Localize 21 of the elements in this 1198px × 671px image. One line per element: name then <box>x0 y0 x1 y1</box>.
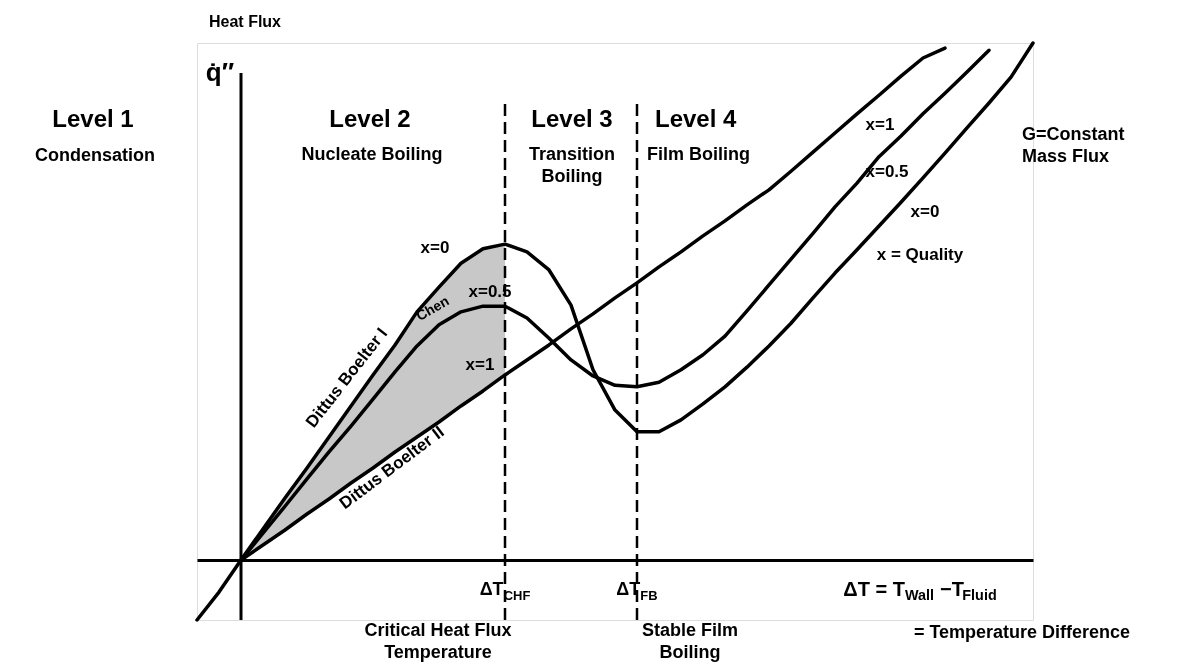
annotation: Level 4 <box>655 105 738 132</box>
annotation: Level 2 <box>329 105 411 132</box>
annotation: x=0 <box>420 238 450 257</box>
annotation: x=1 <box>465 355 495 374</box>
annotation: Film Boiling <box>647 144 750 164</box>
text: Condensation <box>35 145 155 165</box>
series-label: x=1 <box>865 115 895 134</box>
annotation: G=Constant Mass Flux <box>1022 124 1125 166</box>
y-axis-title: Heat Flux <box>208 13 282 30</box>
annotation: Transition Boiling <box>528 144 616 186</box>
annotation: Chen <box>413 292 452 324</box>
annotation: q̇″ <box>205 57 235 87</box>
ref-line-label: Stable Film Boiling <box>641 620 739 663</box>
series-label: x=0.5 <box>865 162 909 181</box>
annotation: Level 3 <box>531 105 613 132</box>
ref-line-label: Critical Heat Flux Temperature <box>364 620 512 663</box>
annotation: Nucleate Boiling <box>301 144 443 164</box>
text: Level 1 <box>52 105 134 132</box>
annotation: x = Quality <box>876 245 964 264</box>
text: = Temperature Difference <box>913 622 1131 642</box>
series-label: x=0 <box>910 202 940 221</box>
